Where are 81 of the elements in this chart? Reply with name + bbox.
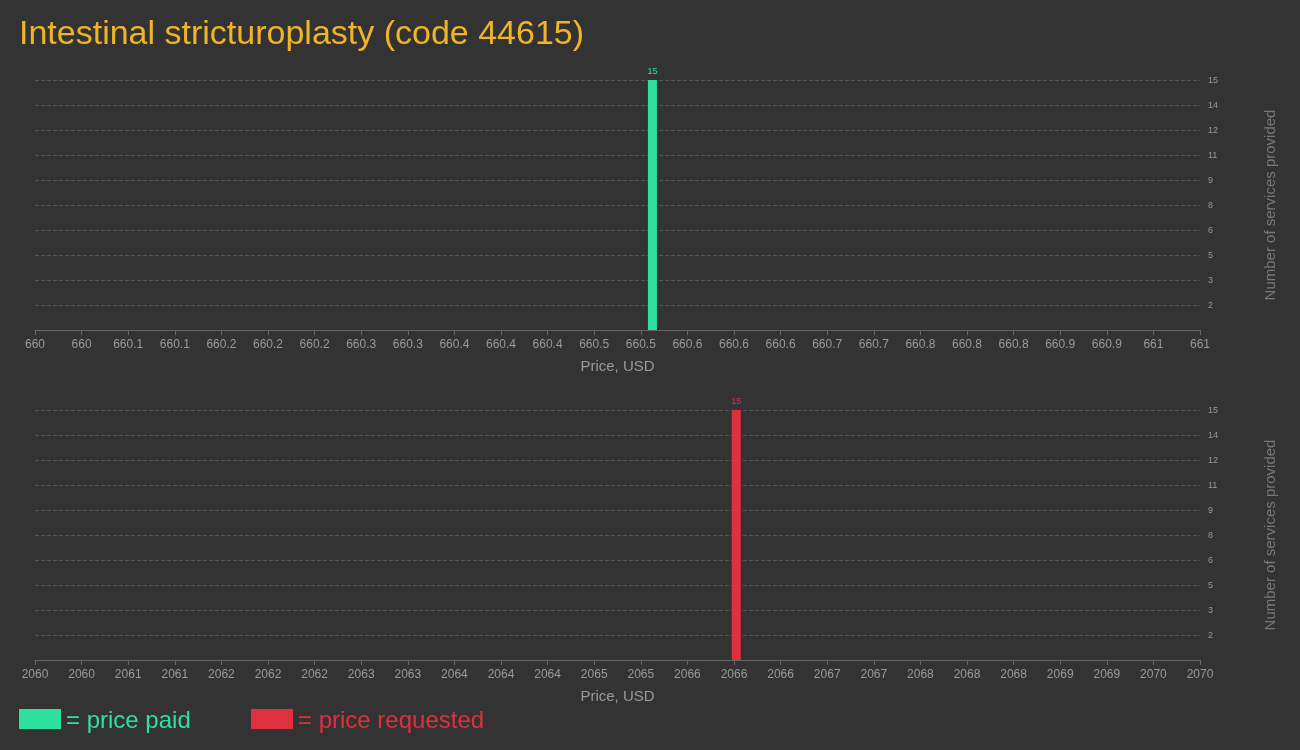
x-tick-label: 660.6 bbox=[672, 337, 703, 351]
x-tick-label: 2062 bbox=[208, 667, 236, 681]
x-tick-label: 660.4 bbox=[485, 337, 517, 351]
y-tick-label: 6 bbox=[1208, 555, 1214, 565]
x-tick-label: 660.5 bbox=[625, 337, 657, 351]
y-tick-label: 8 bbox=[1208, 200, 1214, 210]
legend-label: = price requested bbox=[298, 705, 485, 733]
y-tick-label: 12 bbox=[1208, 455, 1219, 465]
x-tick-label: 2062 bbox=[254, 667, 282, 681]
x-tick-label: 660.8 bbox=[951, 337, 983, 351]
y-tick-label: 9 bbox=[1208, 175, 1214, 185]
x-tick-label: 660.3 bbox=[346, 337, 377, 351]
x-tick-label: 661 bbox=[1143, 337, 1164, 351]
x-tick-label: 2070 bbox=[1186, 667, 1214, 681]
x-tick-label: 660.7 bbox=[812, 337, 843, 351]
y-tick-label: 15 bbox=[1208, 75, 1219, 85]
y-tick-label: 14 bbox=[1208, 100, 1219, 110]
x-tick-label: 660.2 bbox=[252, 337, 284, 351]
x-tick-label: 2064 bbox=[534, 667, 562, 681]
y-axis-title: Number of services provided bbox=[1261, 439, 1278, 631]
y-tick-label: 3 bbox=[1208, 275, 1214, 285]
x-tick-label: 2066 bbox=[674, 667, 702, 681]
x-tick-label: 660.9 bbox=[1045, 337, 1076, 351]
x-tick-label: 660.6 bbox=[765, 337, 796, 351]
y-tick-label: 15 bbox=[1208, 405, 1219, 415]
x-tick-label: 2065 bbox=[580, 667, 608, 681]
x-tick-label: 2066 bbox=[767, 667, 795, 681]
x-tick-label: 660.8 bbox=[905, 337, 936, 351]
y-tick-label: 9 bbox=[1208, 505, 1214, 515]
x-tick-label: 660.7 bbox=[858, 337, 890, 351]
x-tick-label: 2069 bbox=[1046, 667, 1074, 681]
y-tick-label: 2 bbox=[1208, 300, 1214, 310]
y-tick-label: 14 bbox=[1208, 430, 1219, 440]
x-tick-label: 2067 bbox=[813, 667, 841, 681]
x-tick-label: 2060 bbox=[21, 667, 49, 681]
y-tick-label: 5 bbox=[1208, 580, 1214, 590]
y-tick-label: 5 bbox=[1208, 250, 1214, 260]
x-tick-label: 660.2 bbox=[206, 337, 237, 351]
x-tick-label: 2066 bbox=[720, 667, 748, 681]
x-tick-label: 660.3 bbox=[392, 337, 424, 351]
x-tick-label: 2061 bbox=[114, 667, 142, 681]
x-tick-label: 2068 bbox=[907, 667, 935, 681]
x-tick-label: 2068 bbox=[1000, 667, 1028, 681]
x-tick-label: 2063 bbox=[394, 667, 422, 681]
x-tick-label: 2070 bbox=[1140, 667, 1168, 681]
data-label: 15 bbox=[731, 395, 742, 406]
x-tick-label: 2064 bbox=[487, 667, 515, 681]
y-tick-label: 2 bbox=[1208, 630, 1214, 640]
x-axis-title: Price, USD bbox=[580, 687, 655, 704]
x-tick-label: 660.4 bbox=[439, 337, 470, 351]
x-tick-label: 660.1 bbox=[113, 337, 144, 351]
x-tick-label: 2068 bbox=[953, 667, 981, 681]
x-tick-label: 2067 bbox=[860, 667, 888, 681]
x-axis-title: Price, USD bbox=[580, 357, 655, 374]
legend-label: = price paid bbox=[66, 705, 191, 733]
y-tick-label: 12 bbox=[1208, 125, 1219, 135]
x-tick-label: 2064 bbox=[441, 667, 469, 681]
y-tick-label: 8 bbox=[1208, 530, 1214, 540]
x-tick-label: 2062 bbox=[301, 667, 329, 681]
x-tick-label: 2061 bbox=[161, 667, 189, 681]
y-tick-label: 11 bbox=[1208, 150, 1218, 160]
x-tick-label: 661 bbox=[1189, 337, 1211, 351]
x-tick-label: 2060 bbox=[68, 667, 96, 681]
y-tick-label: 11 bbox=[1208, 480, 1218, 490]
x-tick-label: 660.2 bbox=[299, 337, 330, 351]
y-tick-label: 6 bbox=[1208, 225, 1214, 235]
x-tick-label: 660.6 bbox=[718, 337, 750, 351]
x-tick-label: 660.9 bbox=[1091, 337, 1123, 351]
x-tick-label: 660 bbox=[24, 337, 46, 351]
x-tick-label: 660.4 bbox=[532, 337, 563, 351]
x-tick-label: 2069 bbox=[1093, 667, 1121, 681]
x-tick-label: 660.5 bbox=[579, 337, 610, 351]
data-label: 15 bbox=[647, 65, 658, 76]
chart-title: Intestinal stricturoplasty (code 44615) bbox=[19, 13, 585, 51]
x-tick-label: 2065 bbox=[627, 667, 655, 681]
y-axis-title: Number of services provided bbox=[1261, 109, 1278, 301]
x-tick-label: 660 bbox=[71, 337, 92, 351]
y-tick-label: 3 bbox=[1208, 605, 1214, 615]
x-tick-label: 2063 bbox=[347, 667, 375, 681]
x-tick-label: 660.1 bbox=[159, 337, 191, 351]
x-tick-label: 660.8 bbox=[998, 337, 1029, 351]
